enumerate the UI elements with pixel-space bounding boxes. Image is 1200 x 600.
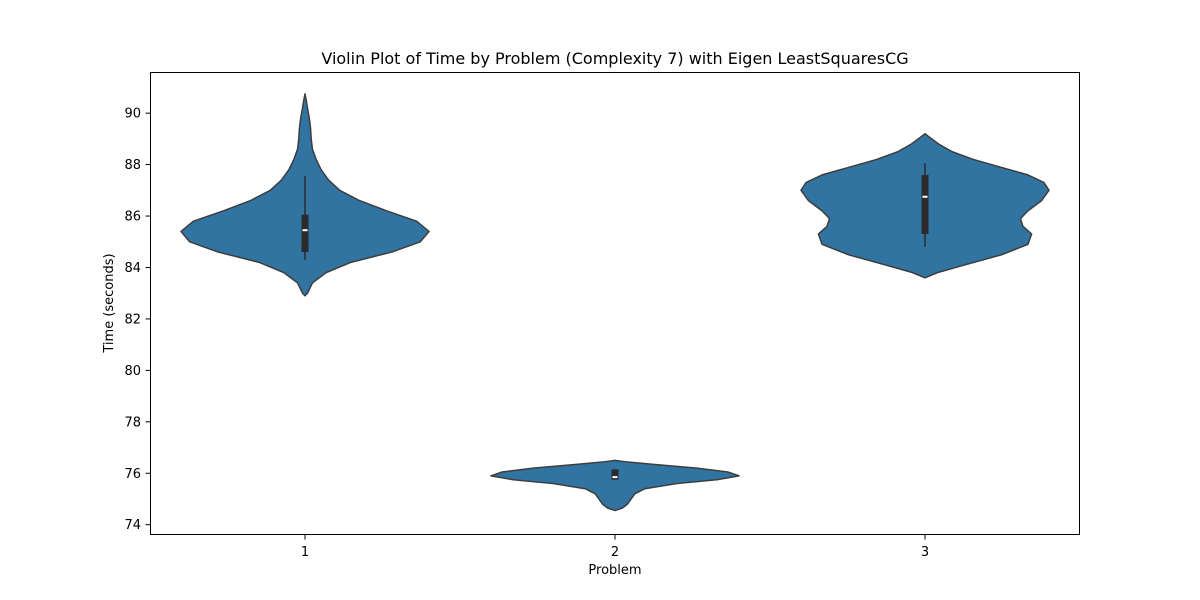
x-axis: 1 2 3 [301,535,929,560]
x-tick-label-3: 3 [921,545,929,560]
violin-body-2 [490,459,740,512]
x-tick-label-2: 2 [611,545,619,560]
y-tick-label-88: 88 [124,158,141,173]
y-tick-label-84: 84 [124,261,141,276]
violin-group-2 [490,459,740,512]
x-axis-label: Problem [588,563,641,578]
violin-group-1 [180,93,430,297]
y-tick-label-90: 90 [124,107,141,122]
y-axis: 74 76 78 80 82 84 86 88 90 [124,107,150,533]
chart-title: Violin Plot of Time by Problem (Complexi… [321,49,908,68]
y-tick-label-82: 82 [124,312,141,327]
violin-group-3 [800,132,1050,279]
y-tick-label-76: 76 [124,467,141,482]
y-tick-label-74: 74 [124,518,141,533]
y-tick-label-80: 80 [124,364,141,379]
plot-area-frame [150,72,1080,535]
y-tick-label-86: 86 [124,210,141,225]
y-axis-label: Time (seconds) [102,253,117,353]
y-tick-label-78: 78 [124,415,141,430]
violins-layer [180,93,1050,512]
violin-iqr-box-3 [921,174,929,235]
violin-iqr-box-1 [301,214,309,253]
x-tick-label-1: 1 [301,545,309,560]
violin-iqr-box-2 [611,469,619,480]
